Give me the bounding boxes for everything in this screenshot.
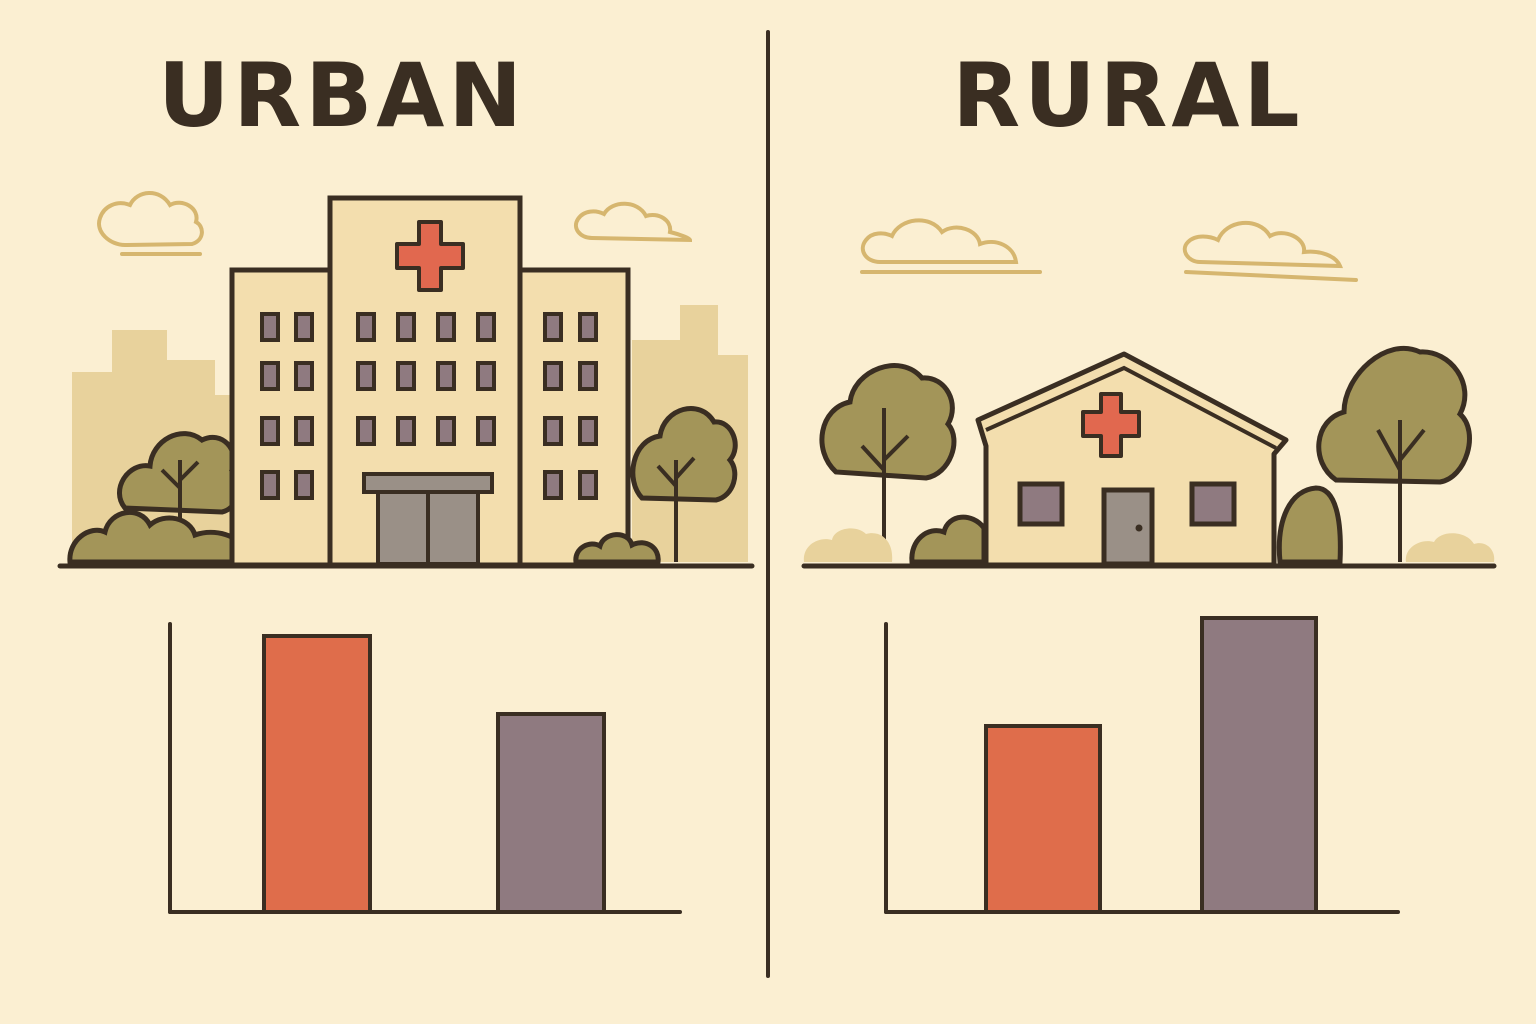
medical-cross-icon xyxy=(1081,392,1141,458)
bush-icon xyxy=(1276,485,1343,565)
cloud-line xyxy=(1184,270,1358,282)
entrance-canopy xyxy=(362,472,494,494)
rural-bar-1 xyxy=(984,724,1102,914)
rural-bar-chart xyxy=(884,616,1400,914)
bush-icon xyxy=(909,514,987,565)
hospital-windows xyxy=(260,312,598,500)
urban-bar-chart xyxy=(168,622,682,914)
tree-icon xyxy=(630,406,738,562)
tree-icon xyxy=(1316,345,1472,562)
rural-bar-2 xyxy=(1200,616,1318,914)
tree-icon xyxy=(819,363,957,562)
bush-icon xyxy=(573,532,661,565)
rural-scene xyxy=(801,218,1497,569)
cloud-icon xyxy=(860,218,1019,264)
clinic-window-right xyxy=(1189,481,1237,527)
medical-cross-icon xyxy=(395,220,465,292)
urban-bar-2 xyxy=(496,712,606,914)
clinic-window-left xyxy=(1017,481,1065,527)
urban-bar-1 xyxy=(262,634,372,914)
clinic-door xyxy=(1101,487,1155,567)
rural-title: RURAL xyxy=(952,44,1304,147)
cloud-icon xyxy=(1182,220,1343,269)
door-knob xyxy=(1135,524,1143,532)
bush-icon xyxy=(803,528,893,562)
clinic-roof-line xyxy=(985,365,1277,450)
bush-icon xyxy=(1405,533,1495,562)
cloud-icon xyxy=(573,201,693,243)
urban-title: URBAN xyxy=(157,44,527,147)
cloud-icon xyxy=(97,191,204,248)
hospital-wing-right xyxy=(517,267,631,568)
hospital-wing-left xyxy=(229,267,333,568)
urban-scene xyxy=(57,191,755,569)
